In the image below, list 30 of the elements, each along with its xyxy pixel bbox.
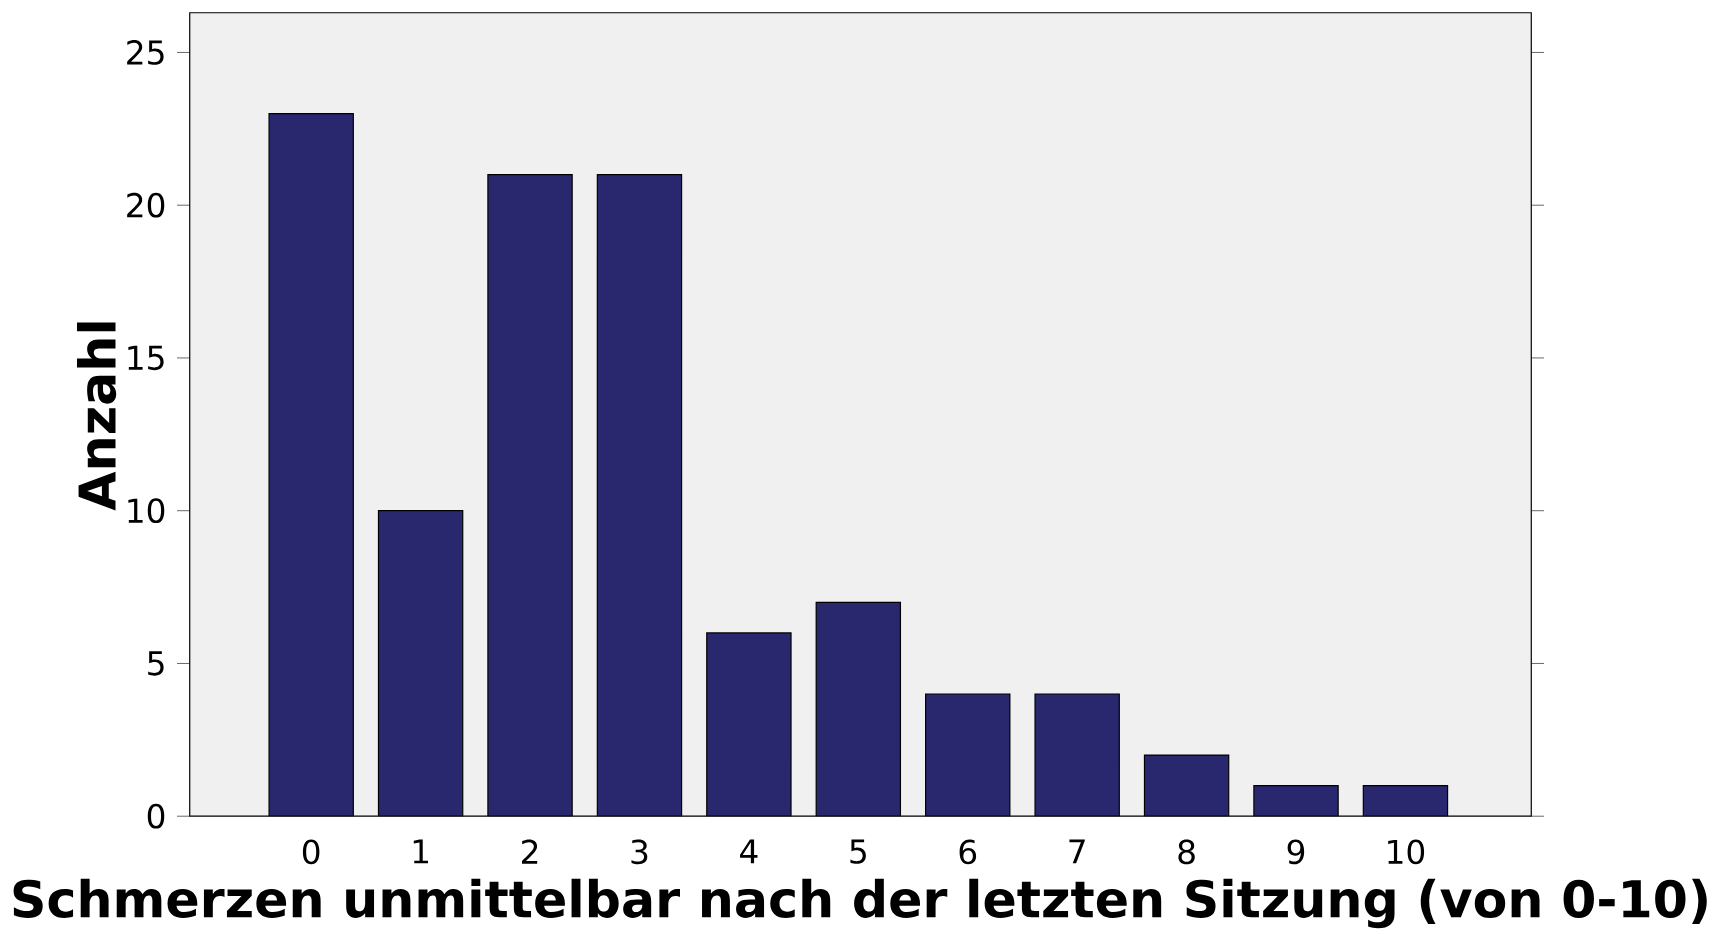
bar — [269, 113, 354, 817]
x-tick-label: 7 — [1069, 839, 1085, 864]
bar — [487, 174, 573, 817]
y-tick-label: 20 — [127, 192, 165, 218]
y-tick-label: 25 — [127, 40, 164, 65]
y-axis-title: Anzahl — [76, 322, 117, 511]
bar — [1253, 785, 1339, 817]
x-tick-label: 9 — [1287, 839, 1305, 865]
bar — [1035, 693, 1120, 817]
bar — [597, 174, 682, 817]
bar — [1362, 785, 1449, 817]
y-tick-label: 15 — [128, 345, 164, 371]
y-tick-label: 10 — [128, 498, 165, 524]
y-tick-label: 0 — [147, 803, 165, 829]
y-tick-label: 5 — [148, 651, 164, 676]
x-tick-label: 8 — [1178, 839, 1195, 865]
x-axis-title: Schmerzen unmittelbar nach der letzten Sitzung (von 0-10) — [13, 878, 1707, 929]
bar — [706, 632, 792, 817]
bar — [925, 693, 1010, 817]
x-tick-label: 0 — [302, 839, 320, 865]
bar — [378, 510, 463, 817]
x-tick-label: 5 — [850, 839, 866, 864]
x-tick-label: 3 — [631, 839, 648, 865]
bar — [816, 602, 901, 817]
x-tick-label: 10 — [1388, 839, 1425, 865]
x-tick-label: 4 — [740, 839, 758, 864]
x-tick-label: 2 — [521, 839, 538, 864]
x-tick-label: 6 — [959, 839, 977, 865]
bar — [1144, 755, 1229, 817]
x-tick-label: 1 — [413, 839, 428, 864]
